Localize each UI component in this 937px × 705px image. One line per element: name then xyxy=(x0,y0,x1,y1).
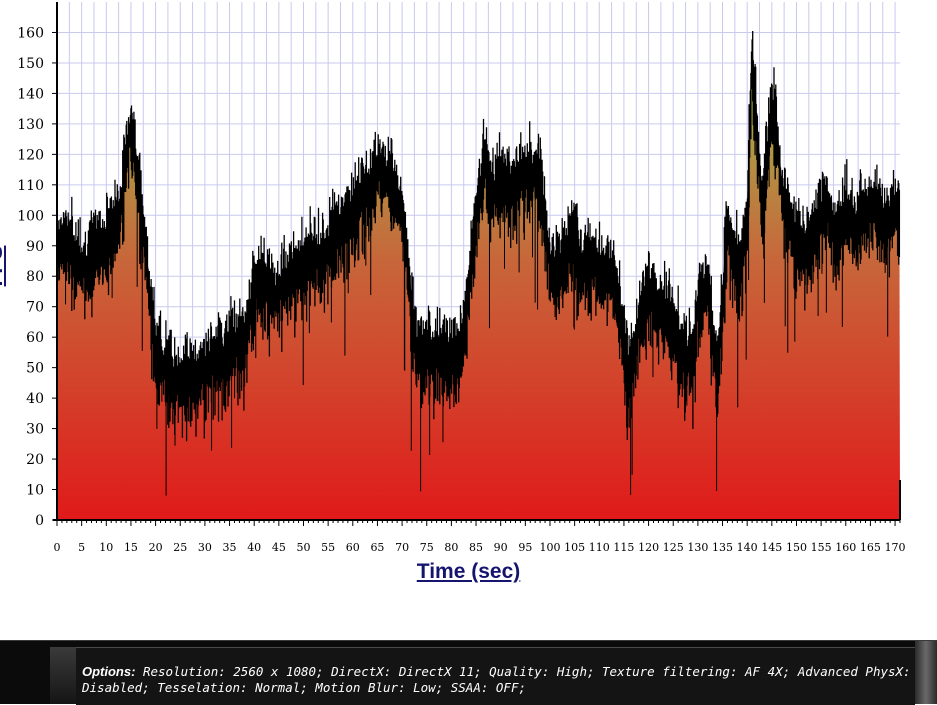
x-tick-label: 5 xyxy=(78,541,85,554)
x-tick-label: 125 xyxy=(663,541,684,554)
y-tick-label: 110 xyxy=(17,178,44,194)
y-tick-label: 0 xyxy=(35,513,44,529)
x-tick-label: 90 xyxy=(494,541,508,554)
x-tick-labels: 0 5 10 15 20 25 30 35 40 45 50 55 60 65 70 75 80 85 90 95 10… xyxy=(54,520,906,554)
x-tick-label: 155 xyxy=(811,541,832,554)
x-tick-label: 35 xyxy=(223,541,237,554)
options-label: Options: xyxy=(82,664,136,679)
x-tick-label: 140 xyxy=(737,541,758,554)
x-tick-label: 55 xyxy=(321,541,335,554)
footer-right-ornament xyxy=(915,641,937,704)
y-tick-label: 120 xyxy=(17,147,44,163)
y-tick-label: 60 xyxy=(26,330,44,346)
y-tick-label: 100 xyxy=(17,208,44,224)
x-tick-label: 150 xyxy=(786,541,807,554)
y-tick-labels: 0 10 20 30 40 50 60 70 80 90 100 110 120 130 140 150 160 xyxy=(17,25,57,529)
y-tick-label: 150 xyxy=(17,56,44,72)
x-axis-title: Time (sec) xyxy=(416,560,521,583)
x-tick-label: 20 xyxy=(149,541,163,554)
x-tick-label: 115 xyxy=(613,541,634,554)
options-values: Resolution: 2560 x 1080; DirectX: Direct… xyxy=(82,664,911,695)
y-tick-label: 80 xyxy=(26,269,44,285)
x-tick-label: 135 xyxy=(712,541,733,554)
x-tick-label: 60 xyxy=(346,541,360,554)
y-tick-label: 160 xyxy=(17,25,44,41)
x-tick-label: 85 xyxy=(469,541,483,554)
y-tick-label: 10 xyxy=(26,483,44,499)
y-tick-label: 130 xyxy=(17,117,44,133)
x-tick-label: 100 xyxy=(539,541,560,554)
x-tick-label: 160 xyxy=(835,541,856,554)
x-tick-label: 165 xyxy=(860,541,881,554)
x-tick-label: 120 xyxy=(638,541,659,554)
x-tick-label: 145 xyxy=(761,541,782,554)
fps-chart: 0102030405060708090100110120130140150160… xyxy=(17,2,906,554)
x-tick-label: 40 xyxy=(247,541,261,554)
footer-left-ornament xyxy=(50,647,76,704)
x-tick-label: 15 xyxy=(124,541,138,554)
x-tick-label: 25 xyxy=(173,541,187,554)
fps-series-line xyxy=(56,47,900,375)
options-description: Options: Resolution: 2560 x 1080; Direct… xyxy=(82,664,912,696)
plot-area xyxy=(56,31,901,520)
x-tick-label: 10 xyxy=(99,541,113,554)
options-panel: Options: Resolution: 2560 x 1080; Direct… xyxy=(76,647,915,705)
y-tick-label: 50 xyxy=(26,361,44,377)
x-tick-label: 130 xyxy=(687,541,708,554)
x-tick-label: 50 xyxy=(296,541,310,554)
y-tick-label: 70 xyxy=(26,300,44,316)
y-axis-title: FPS xyxy=(0,245,7,287)
y-tick-label: 40 xyxy=(26,391,44,407)
x-tick-label: 110 xyxy=(589,541,610,554)
x-tick-label: 65 xyxy=(370,541,384,554)
x-tick-label: 70 xyxy=(395,541,409,554)
x-tick-label: 105 xyxy=(564,541,585,554)
x-tick-label: 80 xyxy=(444,541,458,554)
y-tick-label: 20 xyxy=(26,452,44,468)
y-tick-label: 30 xyxy=(26,422,44,438)
x-tick-label: 0 xyxy=(54,541,61,554)
x-tick-label: 95 xyxy=(518,541,532,554)
x-tick-label: 30 xyxy=(198,541,212,554)
x-tick-label: 170 xyxy=(885,541,906,554)
x-tick-label: 75 xyxy=(420,541,434,554)
options-footer: Options: Resolution: 2560 x 1080; Direct… xyxy=(0,640,937,705)
fps-area-fill xyxy=(57,47,900,520)
y-tick-label: 90 xyxy=(26,239,44,255)
x-tick-label: 45 xyxy=(272,541,286,554)
y-tick-label: 140 xyxy=(17,86,44,102)
